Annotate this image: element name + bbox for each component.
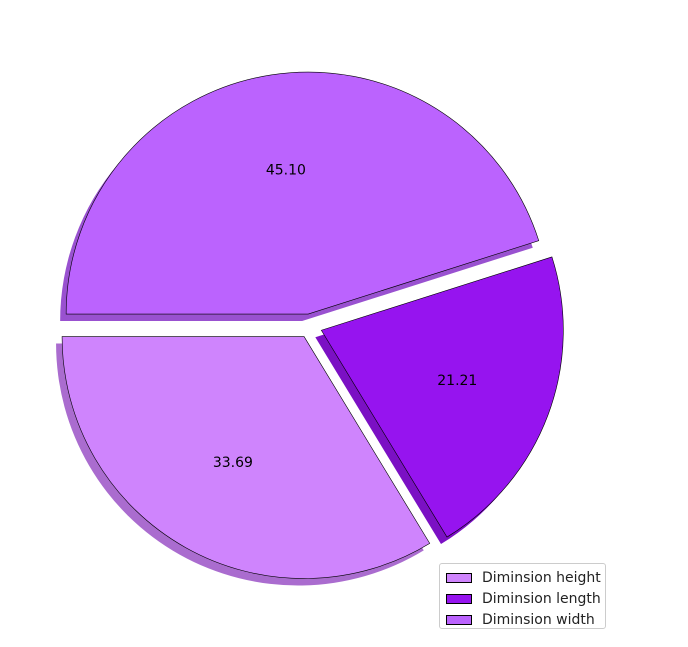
label-layer: 33.69 21.21 45.10 <box>213 163 478 472</box>
legend-entry-width: Diminsion width <box>446 609 605 630</box>
legend-label-width: Diminsion width <box>482 611 595 628</box>
legend-label-height: Diminsion height <box>482 569 601 586</box>
slice-value-label-width: 45.10 <box>266 163 306 179</box>
legend: Diminsion height Diminsion length Dimins… <box>439 563 606 629</box>
slice-width <box>65 71 540 315</box>
legend-entry-height: Diminsion height <box>446 567 605 588</box>
legend-swatch-height <box>446 572 472 583</box>
wedge-layer <box>61 71 564 579</box>
legend-entry-length: Diminsion length <box>446 588 605 609</box>
slice-length <box>320 256 564 538</box>
slice-value-label-height: 33.69 <box>213 455 253 471</box>
slice-height <box>61 336 431 579</box>
legend-swatch-width <box>446 614 472 625</box>
slice-value-label-length: 21.21 <box>437 373 477 389</box>
legend-label-length: Diminsion length <box>482 590 601 607</box>
legend-swatch-length <box>446 593 472 604</box>
